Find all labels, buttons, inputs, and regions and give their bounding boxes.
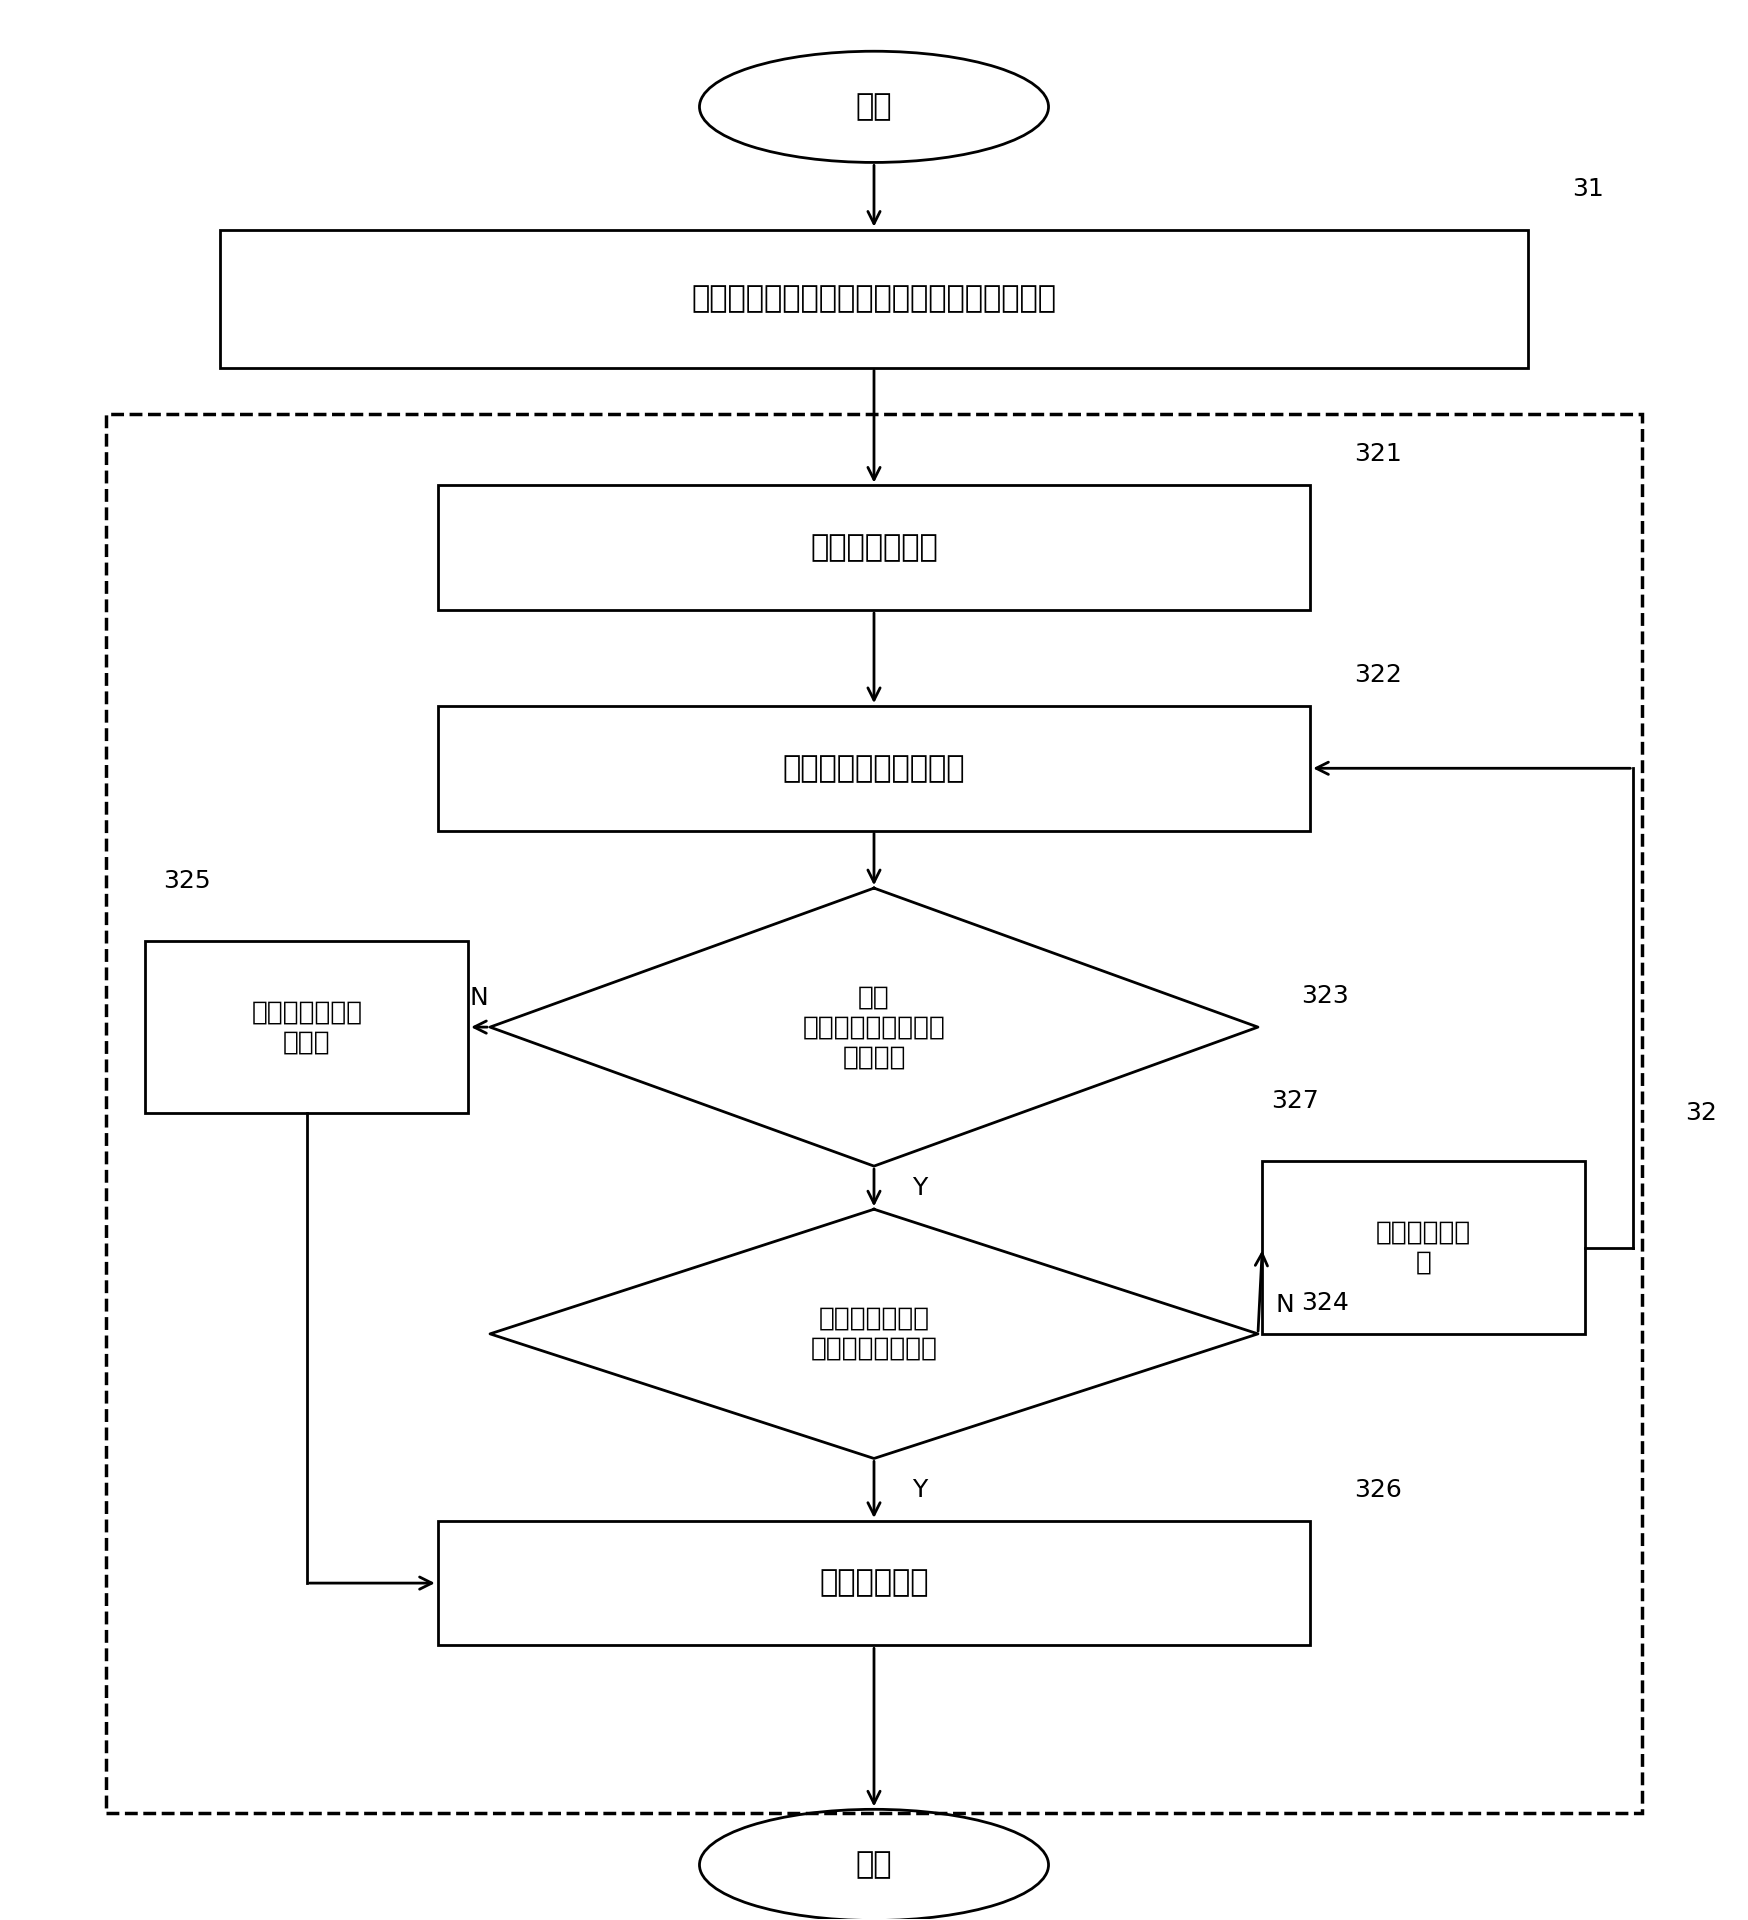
Text: 保留后一净荷
值: 保留后一净荷 值 [1376, 1219, 1472, 1275]
Text: 继续读取下一个净荷值: 继续读取下一个净荷值 [783, 755, 965, 783]
Text: 32: 32 [1685, 1102, 1717, 1125]
Bar [437, 1521, 1311, 1645]
Text: 325: 325 [163, 870, 210, 893]
Text: 结束: 结束 [857, 1851, 891, 1880]
Text: 开始: 开始 [857, 92, 891, 121]
Text: 按照预定算法产生逻辑设备输入端的输入报文: 按照预定算法产生逻辑设备输入端的输入报文 [692, 284, 1056, 313]
Text: 321: 321 [1355, 442, 1402, 467]
Text: Y: Y [912, 1175, 928, 1200]
Text: N: N [1276, 1292, 1294, 1317]
Text: 读取一个净荷值: 读取一个净荷值 [809, 534, 939, 563]
Bar [437, 707, 1311, 831]
Text: 确认验证通过: 确认验证通过 [820, 1569, 928, 1597]
Bar [107, 413, 1641, 1812]
Text: 31: 31 [1571, 177, 1605, 202]
Text: N: N [470, 987, 488, 1010]
Bar [437, 486, 1311, 611]
Text: 326: 326 [1355, 1478, 1402, 1501]
Bar [145, 941, 468, 1114]
Bar [1262, 1162, 1585, 1334]
Text: 323: 323 [1302, 983, 1349, 1008]
Text: Y: Y [912, 1478, 928, 1501]
Text: 324: 324 [1302, 1290, 1349, 1315]
Text: 确认逻辑设备逻
辑出错: 确认逻辑设备逻 辑出错 [252, 998, 362, 1056]
Text: 327: 327 [1271, 1089, 1318, 1114]
Text: 输出报文的各个
净荷值全部验证完: 输出报文的各个 净荷值全部验证完 [811, 1306, 937, 1361]
Text: 322: 322 [1355, 662, 1402, 687]
Bar [220, 230, 1528, 367]
Text: 前后
净荷值之间符合所述
预定算法: 前后 净荷值之间符合所述 预定算法 [802, 985, 946, 1069]
